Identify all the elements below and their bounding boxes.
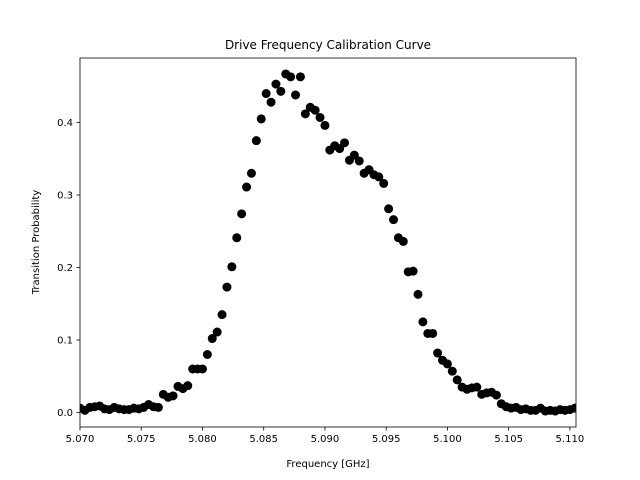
- plot-frame: [79, 57, 577, 428]
- y-axis-ticks: 0.0 0.1 0.2 0.3 0.4: [57, 118, 80, 419]
- data-point: [320, 120, 330, 130]
- data-point: [266, 97, 276, 107]
- data-point: [271, 79, 281, 89]
- data-point: [408, 266, 418, 276]
- data-point: [389, 215, 399, 225]
- data-point: [310, 105, 320, 115]
- data-point: [222, 282, 232, 292]
- data-point: [227, 262, 237, 272]
- data-point: [256, 114, 266, 124]
- data-point: [354, 156, 364, 166]
- data-point: [374, 172, 384, 182]
- data-point: [276, 86, 286, 96]
- x-axis-label: Frequency [GHz]: [286, 459, 369, 470]
- chart-title: Drive Frequency Calibration Curve: [225, 38, 431, 52]
- data-point: [202, 350, 212, 359]
- data-point: [418, 317, 428, 327]
- data-point: [491, 390, 501, 400]
- data-point: [428, 328, 438, 338]
- data-point: [398, 236, 408, 246]
- data-point: [413, 289, 423, 299]
- data-point: [315, 112, 325, 122]
- data-point: [153, 402, 163, 412]
- x-tick-label: 5.075: [127, 434, 156, 445]
- y-tick-label: 0.3: [57, 191, 73, 202]
- data-point: [197, 364, 207, 374]
- data-point: [251, 136, 261, 146]
- y-tick-label: 0.1: [57, 336, 73, 347]
- data-point: [232, 233, 242, 243]
- data-point: [246, 168, 256, 178]
- data-point: [384, 204, 394, 214]
- x-tick-label: 5.070: [66, 434, 95, 445]
- data-points: [80, 69, 576, 416]
- data-point: [379, 178, 389, 188]
- data-point: [237, 209, 247, 219]
- x-tick-label: 5.080: [188, 434, 217, 445]
- data-point: [340, 138, 350, 148]
- x-tick-label: 5.095: [372, 434, 401, 445]
- data-point: [291, 90, 301, 100]
- y-tick-label: 0.4: [57, 118, 73, 129]
- data-point: [447, 366, 457, 376]
- x-tick-label: 5.110: [556, 434, 585, 445]
- data-point: [286, 72, 296, 82]
- y-axis-label: Transition Probability: [31, 190, 42, 295]
- data-point: [570, 403, 576, 413]
- y-tick-label: 0.2: [57, 263, 73, 274]
- x-tick-label: 5.100: [433, 434, 462, 445]
- x-tick-label: 5.085: [249, 434, 278, 445]
- data-point: [217, 310, 227, 320]
- x-tick-label: 5.105: [494, 434, 523, 445]
- data-point: [183, 381, 193, 391]
- data-point: [433, 348, 443, 358]
- data-point: [300, 109, 310, 119]
- data-point: [442, 359, 452, 369]
- data-point: [472, 382, 482, 392]
- data-point: [212, 327, 222, 337]
- data-point: [295, 72, 305, 82]
- x-axis-ticks: 5.070 5.075 5.080 5.085 5.090 5.095 5.100 5.105…: [66, 427, 585, 445]
- data-point: [168, 391, 178, 401]
- x-tick-label: 5.090: [311, 434, 340, 445]
- data-point: [452, 375, 462, 385]
- y-tick-label: 0.0: [57, 408, 73, 419]
- data-point: [242, 182, 252, 192]
- data-point: [207, 334, 217, 344]
- data-point: [261, 89, 271, 99]
